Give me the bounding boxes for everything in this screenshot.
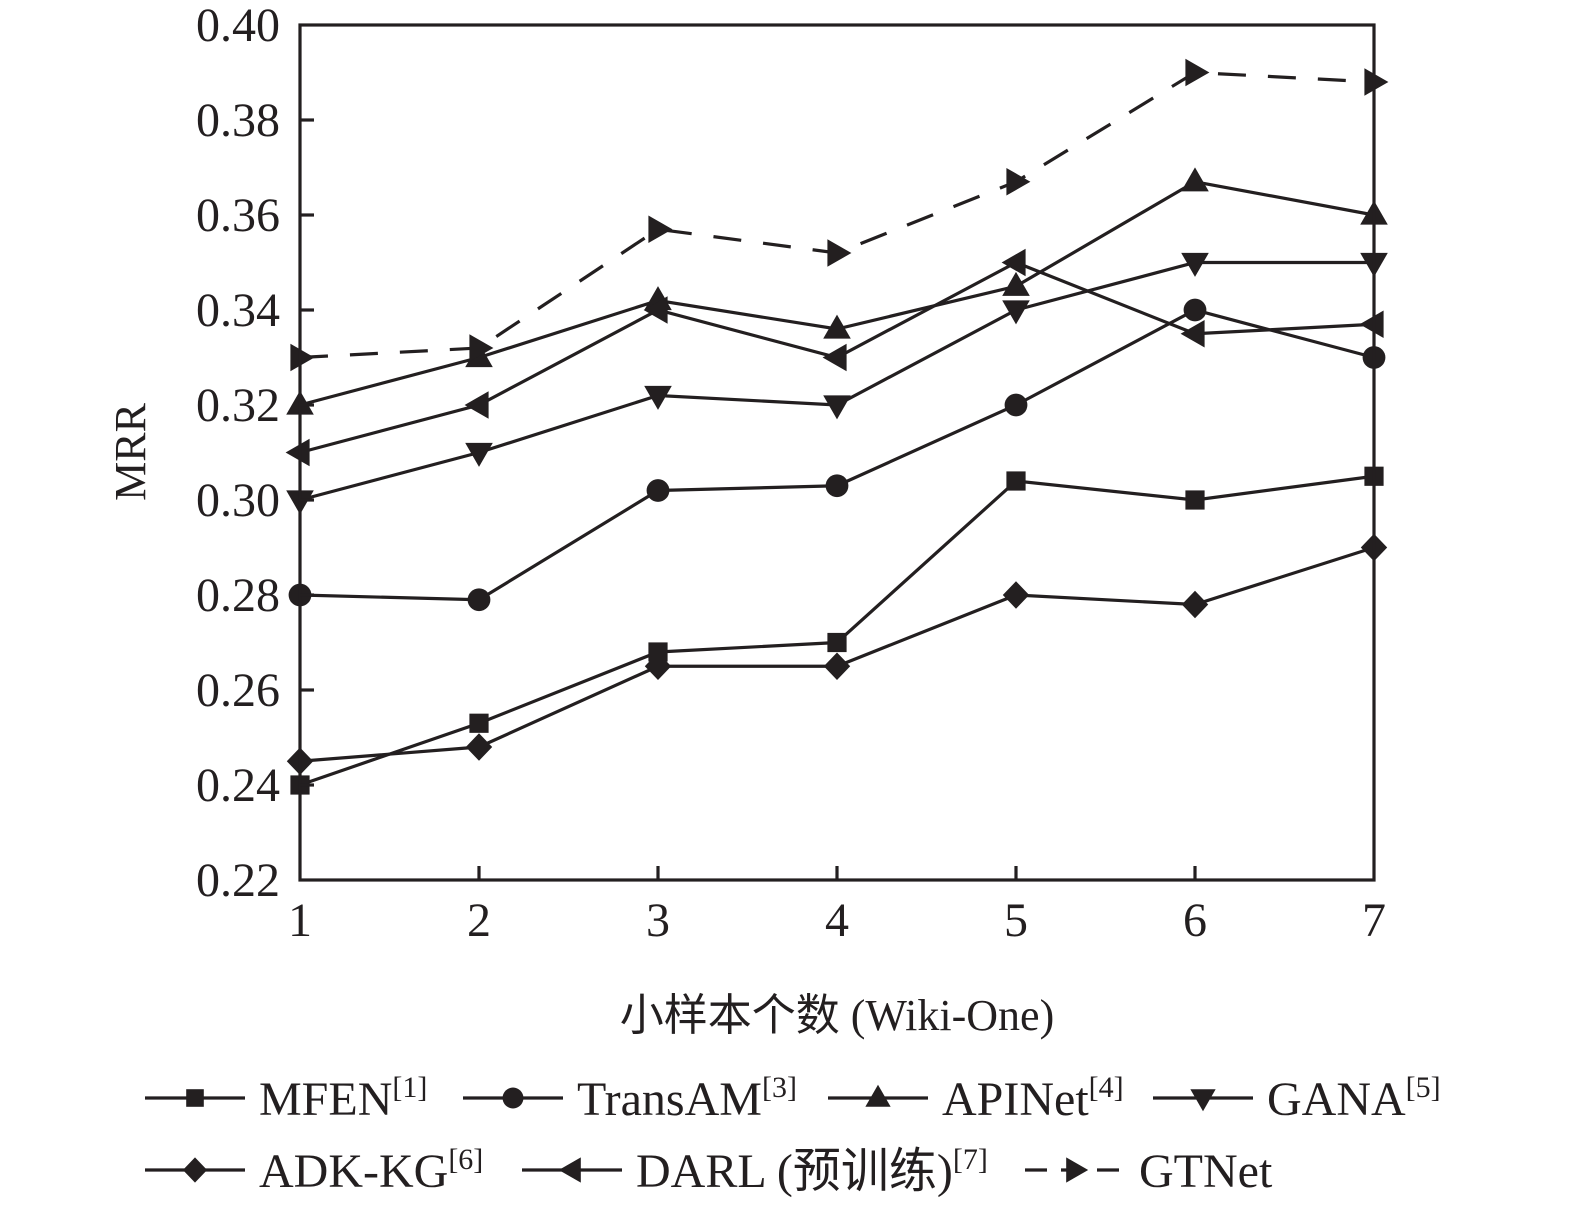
x-tick-label: 3 [646,894,670,947]
legend-item-mfen: MFEN[1] [145,1071,427,1126]
y-tick-label: 0.40 [196,0,280,52]
legend-marker-circle-icon [502,1087,524,1109]
data-point-gtnet-2 [469,334,494,362]
data-point-darl-6 [1180,319,1205,348]
y-tick-label: 0.24 [196,759,280,812]
data-point-darl-2 [464,391,489,419]
legend-label: APINet[4] [942,1071,1124,1126]
series-mfen [290,466,1384,795]
legend-item-gtnet: GTNet [1025,1145,1273,1198]
data-point-gtnet-4 [827,239,852,267]
data-point-gtnet-3 [648,215,673,244]
legend-marker-square-icon [186,1089,204,1107]
series-line-mfen [299,474,1375,787]
data-point-darl-5 [1001,248,1026,277]
series-darl [285,248,1384,467]
legend-marker-diamond-icon [182,1157,208,1183]
legend-item-apinet: APINet[4] [828,1071,1124,1126]
y-tick-label: 0.28 [196,569,280,622]
y-tick-label: 0.34 [196,284,280,337]
y-tick-label: 0.26 [196,664,280,717]
legend-marker-triangle-left-icon [558,1157,581,1183]
data-point-gana-6 [1181,252,1209,277]
data-point-adk-kg-5 [1002,581,1030,609]
y-tick-label: 0.36 [196,189,280,242]
data-point-apinet-6 [1181,167,1209,192]
x-axis-label: 小样本个数 (Wiki-One) [620,991,1054,1040]
x-tick-label: 7 [1362,894,1386,947]
data-point-gana-5 [1002,300,1030,325]
data-point-apinet-5 [1002,271,1030,296]
y-tick-label: 0.22 [196,854,280,907]
legend-item-transam: TransAM[3] [463,1071,797,1126]
legend-marker-triangle-right-icon [1066,1157,1089,1183]
data-point-transam-4 [825,474,849,498]
data-point-mfen-2 [469,713,489,733]
data-point-transam-3 [646,479,670,502]
legend: MFEN[1] TransAM[3] APINet[4] GANA[5] ADK-KG[… [145,1071,1441,1198]
plot-frame [298,23,1376,882]
data-point-darl-1 [285,438,310,467]
data-point-mfen-6 [1185,490,1205,510]
y-tick-label: 0.30 [196,474,280,527]
series-apinet [286,167,1388,415]
data-point-gana-2 [465,442,493,467]
series-line-apinet [299,180,1375,407]
legend-label: ADK-KG[6] [259,1143,483,1198]
axes: 0.22 0.24 0.26 0.28 0.30 0.32 0.34 0.36 0.38 0.40… [196,0,1386,947]
data-point-gtnet-7 [1364,68,1389,96]
legend-label: GANA[5] [1267,1071,1441,1126]
data-point-adk-kg-3 [644,652,672,681]
series-gtnet [290,58,1389,372]
legend-ref: [5] [1406,1071,1441,1104]
data-point-gana-4 [823,395,851,420]
legend-item-gana: GANA[5] [1153,1071,1441,1126]
legend-label: GTNet [1139,1145,1273,1198]
legend-label: TransAM[3] [577,1071,797,1126]
data-point-gtnet-5 [1006,167,1031,196]
data-point-darl-3 [643,296,668,324]
x-tick-label: 4 [825,894,849,947]
data-point-adk-kg-2 [465,733,493,761]
data-point-adk-kg-4 [823,652,851,681]
x-tick-label: 5 [1004,894,1028,947]
legend-ref: [7] [953,1143,988,1176]
series-adk-kg [286,533,1388,776]
data-point-gtnet-1 [290,343,315,372]
legend-label: MFEN[1] [259,1071,427,1126]
data-point-mfen-5 [1006,471,1026,491]
data-point-mfen-4 [827,632,847,653]
y-tick-label: 0.38 [196,94,280,147]
data-point-transam-2 [467,588,491,612]
x-tick-label: 6 [1183,894,1207,947]
plot-area [285,58,1389,795]
data-point-transam-5 [1004,393,1028,417]
y-axis-label: MRR [106,402,155,500]
legend-ref: [6] [448,1143,483,1176]
data-point-darl-4 [822,343,847,372]
y-tick-label: 0.32 [196,379,280,432]
legend-item-darl: DARL (预训练)[7] [522,1143,988,1198]
data-point-adk-kg-6 [1181,590,1209,619]
data-point-transam-6 [1183,298,1207,322]
x-tick-label: 1 [288,894,312,947]
legend-marker-triangle-up-icon [865,1084,891,1107]
series-line-gana [299,260,1374,502]
data-point-mfen-3 [648,642,668,662]
x-tick-label: 2 [467,894,491,947]
legend-ref: [4] [1089,1071,1124,1104]
data-point-gana-3 [644,385,672,410]
legend-ref: [3] [762,1071,797,1104]
data-point-darl-7 [1359,310,1384,339]
legend-label: DARL (预训练)[7] [636,1143,988,1198]
legend-marker-triangle-down-icon [1190,1089,1216,1112]
data-point-apinet-4 [823,314,851,339]
data-point-gtnet-6 [1185,58,1210,87]
legend-item-adk-kg: ADK-KG[6] [145,1143,483,1198]
legend-ref: [1] [392,1071,427,1104]
series-transam [288,298,1386,612]
